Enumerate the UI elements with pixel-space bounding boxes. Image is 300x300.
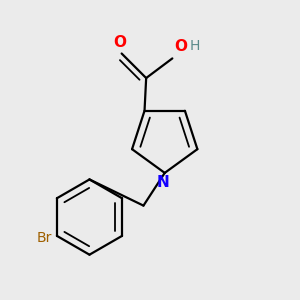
Text: N: N <box>157 175 169 190</box>
Text: Br: Br <box>37 230 52 244</box>
Text: H: H <box>189 38 200 52</box>
Text: O: O <box>174 40 187 55</box>
Text: O: O <box>113 34 127 50</box>
